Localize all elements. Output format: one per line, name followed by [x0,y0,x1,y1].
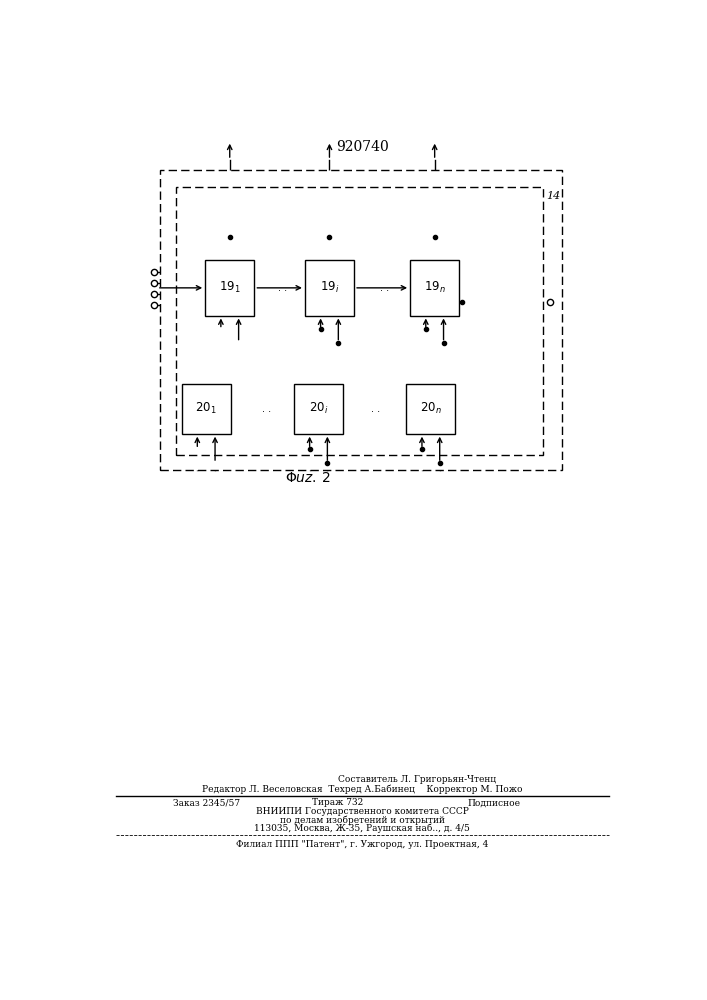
Text: Подписное: Подписное [467,798,520,807]
Text: $19_i$: $19_i$ [320,280,339,295]
Text: Составитель Л. Григорьян-Чтенц: Составитель Л. Григорьян-Чтенц [338,775,496,784]
Text: Филиал ППП "Патент", г. Ужгород, ул. Проектная, 4: Филиал ППП "Патент", г. Ужгород, ул. Про… [236,840,489,849]
Bar [294,384,343,434]
Bar [205,260,255,316]
Text: $\Phi u\mathit{z}.\,2$: $\Phi u\mathit{z}.\,2$ [285,471,330,485]
Text: . .: . . [371,404,380,414]
Bar [305,260,354,316]
Text: $19_n$: $19_n$ [423,280,445,295]
Bar [182,384,230,434]
Bar [176,187,543,455]
Bar [410,260,460,316]
Text: Редактор Л. Веселовская  Техред А.Бабинец    Корректор М. Пожо: Редактор Л. Веселовская Техред А.Бабинец… [202,784,522,794]
Text: 14: 14 [546,191,560,201]
Text: . .: . . [262,404,271,414]
Text: . .: . . [279,283,288,293]
Text: ВНИИПИ Государственного комитета СССР: ВНИИПИ Государственного комитета СССР [256,807,469,816]
Text: 920740: 920740 [336,140,389,154]
Text: Заказ 2345/57: Заказ 2345/57 [173,798,240,807]
Text: 113035, Москва, Ж-35, Раушская наб.., д. 4/5: 113035, Москва, Ж-35, Раушская наб.., д.… [255,824,470,833]
Text: по делам изобретений и открытий: по делам изобретений и открытий [280,815,445,825]
Text: $20_1$: $20_1$ [195,401,217,416]
Text: . .: . . [380,283,389,293]
Text: $20_n$: $20_n$ [420,401,442,416]
Bar [160,170,562,470]
Text: $19_1$: $19_1$ [219,280,240,295]
Bar [407,384,455,434]
Text: $20_i$: $20_i$ [309,401,328,416]
Text: Тираж 732: Тираж 732 [312,798,363,807]
